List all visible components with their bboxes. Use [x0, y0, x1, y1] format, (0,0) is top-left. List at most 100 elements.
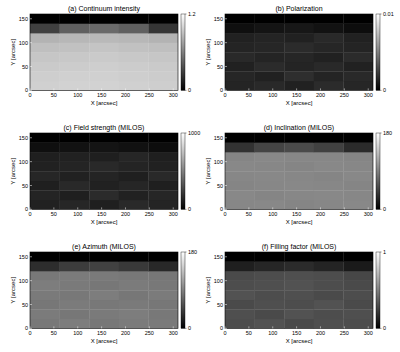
- image: [30, 133, 178, 209]
- label: 50: [217, 183, 223, 189]
- cell: [225, 14, 255, 24]
- cell: [314, 62, 344, 72]
- tick: [225, 90, 227, 91]
- cell: [284, 143, 314, 153]
- label: (c) Field strength (MILOS): [64, 124, 145, 132]
- cell: [255, 200, 285, 210]
- label: 180: [383, 130, 392, 136]
- label: (d) Inclination (MILOS): [264, 124, 334, 132]
- tick: [225, 161, 227, 162]
- label: (a) Continuum intensity: [68, 5, 140, 13]
- cell: [119, 262, 149, 272]
- cell: [284, 319, 314, 329]
- label: 300: [169, 330, 178, 336]
- panel: (d) Inclination (MILOS)05010015020025030…: [205, 124, 392, 225]
- label: 50: [246, 92, 252, 98]
- cell: [30, 71, 60, 81]
- cell: [119, 309, 149, 319]
- label: 200: [121, 92, 130, 98]
- colorbar-tick: [185, 252, 187, 253]
- cell: [314, 252, 344, 262]
- label: 0: [188, 87, 191, 93]
- cell: [60, 33, 90, 43]
- cell: [89, 319, 119, 329]
- cell: [314, 52, 344, 62]
- tick: [101, 207, 102, 209]
- cell: [30, 281, 60, 291]
- cell: [343, 281, 373, 291]
- label: Y [arcsec]: [205, 277, 211, 304]
- tick: [225, 185, 227, 186]
- figure: (a) Continuum intensity05010015020025030…: [0, 0, 400, 352]
- cell: [225, 309, 255, 319]
- label: 1.2: [188, 11, 196, 17]
- cell: [89, 62, 119, 72]
- tick: [248, 207, 249, 209]
- cell: [284, 290, 314, 300]
- label: 50: [51, 330, 57, 336]
- cell: [119, 200, 149, 210]
- panel: (e) Azimuth (MILOS)050100150200250300050…: [10, 243, 197, 344]
- cell: [343, 133, 373, 143]
- tick: [368, 326, 369, 328]
- cell: [30, 52, 60, 62]
- frame: [225, 252, 373, 328]
- cell: [314, 33, 344, 43]
- cell: [60, 309, 90, 319]
- cell: [119, 52, 149, 62]
- cell: [119, 181, 149, 191]
- cell: [225, 33, 255, 43]
- tick: [30, 256, 32, 257]
- cell: [225, 200, 255, 210]
- cell: [343, 262, 373, 272]
- tick: [296, 326, 297, 328]
- cell: [148, 33, 178, 43]
- label: 100: [268, 211, 277, 217]
- cell: [60, 162, 90, 172]
- colorbar: [181, 133, 185, 209]
- cell: [89, 52, 119, 62]
- cell: [148, 171, 178, 181]
- colorbar-tick: [380, 14, 382, 15]
- cell: [148, 309, 178, 319]
- cell: [343, 309, 373, 319]
- cell: [284, 190, 314, 200]
- panel: (a) Continuum intensity05010015020025030…: [10, 5, 196, 106]
- tick: [272, 207, 273, 209]
- cell: [343, 181, 373, 191]
- cell: [314, 43, 344, 53]
- cell: [119, 281, 149, 291]
- cell: [343, 81, 373, 91]
- cell: [30, 271, 60, 281]
- label: 200: [121, 330, 130, 336]
- label: (b) Polarization: [275, 5, 322, 13]
- label: 100: [214, 278, 223, 284]
- tick: [248, 326, 249, 328]
- tick: [149, 326, 150, 328]
- cell: [314, 162, 344, 172]
- label: 0: [28, 330, 31, 336]
- cell: [284, 252, 314, 262]
- tick: [30, 304, 32, 305]
- tick: [30, 209, 32, 210]
- cell: [225, 190, 255, 200]
- cell: [314, 152, 344, 162]
- tick: [149, 207, 150, 209]
- frame: [225, 14, 373, 90]
- tick: [225, 256, 227, 257]
- tick: [149, 88, 150, 90]
- cell: [314, 271, 344, 281]
- label: 200: [316, 92, 325, 98]
- tick: [225, 209, 227, 210]
- tick: [77, 88, 78, 90]
- cell: [119, 290, 149, 300]
- label: 0: [220, 87, 223, 93]
- cell: [284, 309, 314, 319]
- label: 100: [19, 278, 28, 284]
- cell: [89, 190, 119, 200]
- frame: [30, 133, 178, 209]
- label: X [arcsec]: [91, 100, 118, 106]
- cell: [225, 181, 255, 191]
- colorbar-tick: [185, 14, 187, 15]
- label: 1000: [188, 130, 200, 136]
